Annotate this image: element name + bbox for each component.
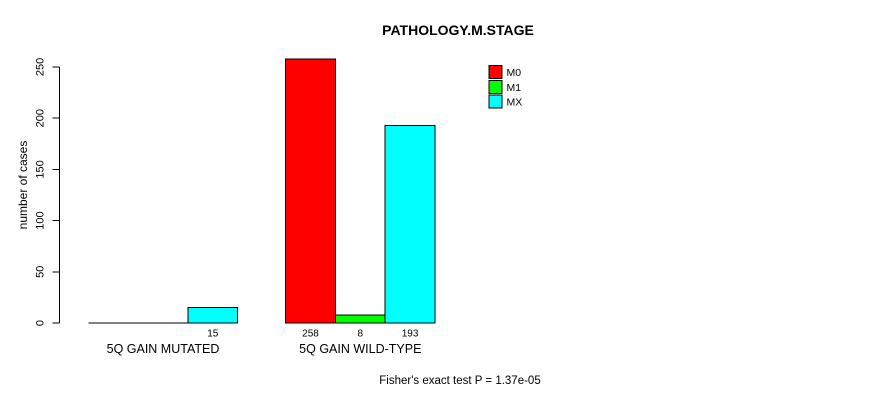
y-axis-tick-label: 150 (35, 160, 47, 178)
bar-value-label: 193 (402, 329, 419, 340)
category-label: 5Q GAIN WILD-TYPE (299, 342, 421, 356)
legend: M0 M1 MX (488, 65, 523, 109)
y-axis-label: number of cases (16, 141, 30, 230)
legend-label: M1 (507, 82, 522, 94)
y-axis: 0 50 100 150 200 250 (35, 58, 60, 326)
y-axis-tick-label: 50 (35, 266, 47, 278)
y-axis-tick-label: 250 (35, 58, 47, 76)
bar-m0-1 (285, 58, 336, 324)
y-axis-tick-label: 100 (35, 211, 47, 229)
bar-mx-0 (187, 307, 239, 324)
bar-value-labels: 15 258 8 193 (207, 329, 419, 340)
category-labels: 5Q GAIN MUTATED 5Q GAIN WILD-TYPE (107, 342, 422, 356)
bar-mx-1 (384, 124, 436, 324)
y-axis-tick-label: 200 (35, 109, 47, 127)
legend-label: MX (507, 97, 523, 109)
bar-m1-1 (334, 314, 386, 324)
category-label: 5Q GAIN MUTATED (107, 342, 220, 356)
legend-swatch-m1 (488, 79, 503, 94)
annotation-text: Fisher's exact test P = 1.37e-05 (379, 375, 540, 387)
y-axis-tick-label: 0 (35, 320, 47, 326)
legend-swatch-m0 (488, 65, 503, 79)
legend-label: M0 (507, 67, 522, 79)
bar-series (88, 58, 436, 324)
bar-value-label: 15 (207, 329, 219, 340)
legend-swatch-mx (488, 94, 503, 109)
chart-title: PATHOLOGY.M.STAGE (382, 22, 534, 38)
bar-value-label: 258 (302, 329, 319, 340)
bar-value-label: 8 (358, 329, 364, 340)
